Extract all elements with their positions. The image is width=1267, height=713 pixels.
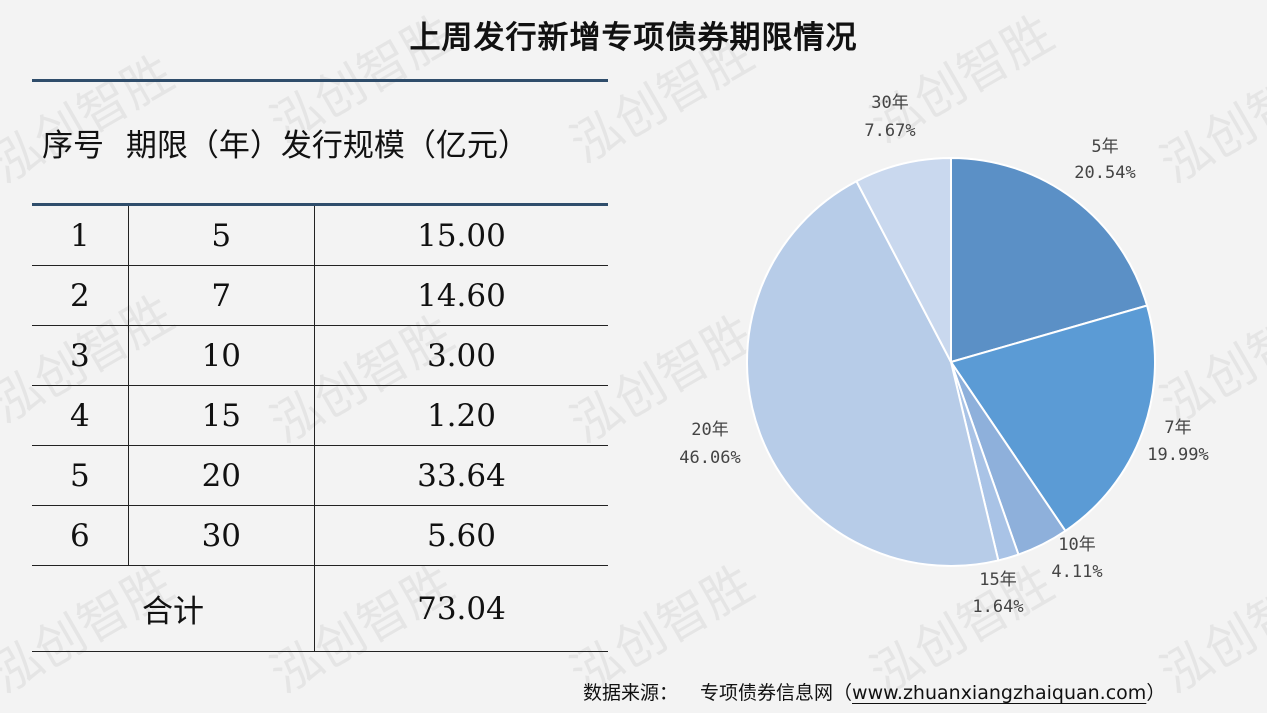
slice-percent: 46.06% — [679, 448, 740, 468]
slice-label: 20年 — [691, 420, 728, 440]
table-row: 4 15 1.20 — [32, 385, 608, 446]
table-row: 6 30 5.60 — [32, 505, 608, 566]
source-close: ） — [1146, 682, 1166, 704]
row-index: 5 — [32, 445, 129, 506]
total-row: 合计 73.04 — [32, 565, 608, 652]
slice-label: 30年 — [871, 93, 908, 113]
header-term: 期限（年） — [125, 128, 281, 164]
row-amount: 5.60 — [314, 505, 608, 566]
row-amount: 14.60 — [314, 265, 608, 326]
watermark-text: 泓创智胜 — [0, 44, 184, 195]
source-label: 数据来源： — [583, 682, 679, 704]
table-header-rule — [32, 203, 608, 206]
slice-label: 15年 — [979, 570, 1016, 590]
table-row: 1 5 15.00 — [32, 206, 608, 266]
row-index: 1 — [32, 206, 129, 266]
row-term: 15 — [128, 385, 315, 446]
slice-label: 10年 — [1058, 535, 1095, 555]
header-index: 序号 — [42, 128, 104, 164]
data-source: 数据来源： 专项债券信息网（www.zhuanxiangzhaiquan.com） — [583, 678, 1165, 705]
table-row: 3 10 3.00 — [32, 325, 608, 386]
pie-slice — [855, 156, 952, 363]
table-row: 5 20 33.64 — [32, 445, 608, 506]
row-amount: 33.64 — [314, 445, 608, 506]
row-term: 7 — [128, 265, 315, 326]
term-pie-chart: 5年 20.54% 7年 19.99% 10年 4.11% 15年 1.64% 20年 46.06… — [679, 93, 1208, 617]
slice-percent: 4.11% — [1051, 562, 1102, 582]
pie-slice — [746, 179, 1000, 567]
header-amount: 发行规模（亿元） — [280, 128, 529, 164]
row-term: 5 — [128, 206, 315, 266]
bond-term-table: 1 5 15.00 2 7 14.60 3 10 3.00 4 15 1.20 5 20 33.64 6 30 5… — [32, 206, 608, 652]
row-term: 30 — [128, 505, 315, 566]
source-link[interactable]: www.zhuanxiangzhaiquan.com — [852, 682, 1147, 704]
total-value: 73.04 — [314, 565, 608, 652]
row-amount: 15.00 — [314, 206, 608, 266]
table-header: 序号 期限（年）发行规模（亿元） — [42, 120, 541, 165]
total-label: 合计 — [32, 565, 315, 652]
source-text: 专项债券信息网（ — [700, 682, 853, 704]
slice-percent: 7.67% — [864, 121, 915, 141]
slice-label: 5年 — [1091, 137, 1118, 157]
row-term: 10 — [128, 325, 315, 386]
row-index: 6 — [32, 505, 129, 566]
slice-percent: 20.54% — [1074, 163, 1135, 183]
table-row: 2 7 14.60 — [32, 265, 608, 326]
row-index: 4 — [32, 385, 129, 446]
page-title: 上周发行新增专项债券期限情况 — [409, 20, 858, 56]
row-index: 3 — [32, 325, 129, 386]
pie-slice — [949, 304, 1156, 533]
row-index: 2 — [32, 265, 129, 326]
slice-percent: 1.64% — [972, 597, 1023, 617]
table-top-rule — [32, 79, 608, 82]
slice-percent: 19.99% — [1147, 445, 1208, 465]
slice-label: 7年 — [1164, 418, 1191, 438]
row-term: 20 — [128, 445, 315, 506]
row-amount: 1.20 — [314, 385, 608, 446]
pie-slice — [950, 156, 1149, 364]
row-amount: 3.00 — [314, 325, 608, 386]
